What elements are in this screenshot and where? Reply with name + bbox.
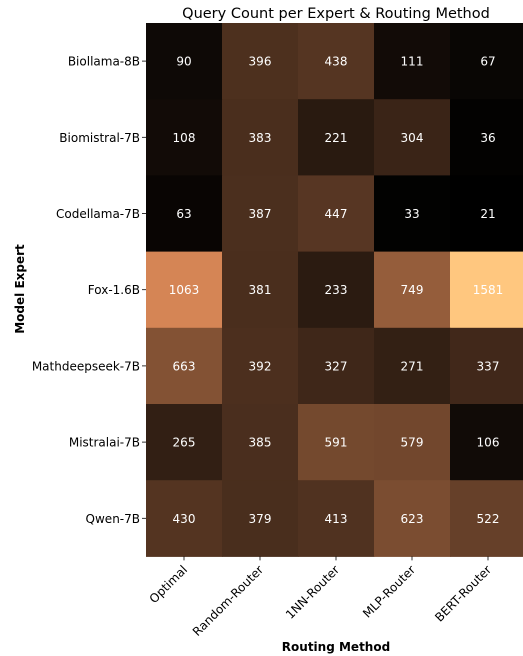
y-tick-label: Mistralai-7B <box>69 436 140 450</box>
cell-value-label: 623 <box>401 512 424 526</box>
cell-value-label: 1063 <box>169 283 200 297</box>
heatmap-cell <box>222 327 299 405</box>
cell-value-label: 327 <box>325 359 348 373</box>
heatmap-cell <box>298 251 375 329</box>
cell-value-label: 430 <box>173 512 196 526</box>
heatmap-cell <box>146 99 223 176</box>
y-axis-label: Model Expert <box>13 244 27 334</box>
cell-value-label: 67 <box>480 55 495 69</box>
cell-value-label: 522 <box>477 512 500 526</box>
cell-value-label: 387 <box>249 207 272 221</box>
y-axis-ticks: Biollama-8B Biomistral-7B Codellama-7B Fox-… <box>32 55 146 526</box>
cell-value-label: 106 <box>477 436 500 450</box>
cell-value-label: 63 <box>176 207 191 221</box>
cell-value-label: 108 <box>173 131 196 145</box>
cell-value-labels: 90 396 438 111 67 108 383 221 304 36 63 387 447 33 21 1… <box>169 55 504 526</box>
heatmap-cell <box>374 175 451 253</box>
cell-value-label: 385 <box>249 436 272 450</box>
y-tick-label: Biollama-8B <box>68 55 140 69</box>
heatmap-cell <box>450 175 523 253</box>
y-tick-label: Qwen-7B <box>86 512 140 526</box>
heatmap-cell <box>146 480 223 557</box>
cell-value-label: 447 <box>325 207 348 221</box>
x-axis-label: Routing Method <box>282 640 390 654</box>
heatmap-cells <box>146 23 523 557</box>
heatmap-cell <box>450 480 523 557</box>
x-axis-ticks: Optimal Random-Router 1NN-Router MLP-Router… <box>147 556 494 639</box>
heatmap-cell <box>298 99 375 176</box>
cell-value-label: 379 <box>249 512 272 526</box>
cell-value-label: 413 <box>325 512 348 526</box>
cell-value-label: 265 <box>173 436 196 450</box>
cell-value-label: 304 <box>401 131 424 145</box>
heatmap-cell <box>298 23 375 100</box>
heatmap-cell <box>146 23 223 100</box>
heatmap-cell <box>222 404 299 481</box>
x-tick-label: MLP-Router <box>360 563 418 621</box>
cell-value-label: 591 <box>325 436 348 450</box>
heatmap-cell <box>298 404 375 481</box>
heatmap-cell <box>374 404 451 481</box>
cell-value-label: 271 <box>401 359 424 373</box>
cell-value-label: 233 <box>325 283 348 297</box>
heatmap-cell <box>146 404 223 481</box>
cell-value-label: 221 <box>325 131 348 145</box>
heatmap-cell <box>450 327 523 405</box>
heatmap-cell <box>374 327 451 405</box>
heatmap-cell <box>222 23 299 100</box>
heatmap-cell <box>374 23 451 100</box>
heatmap-cell <box>374 251 451 329</box>
cell-value-label: 392 <box>249 359 272 373</box>
y-tick-label: Fox-1.6B <box>88 283 140 297</box>
heatmap-cell <box>146 175 223 253</box>
y-tick-label: Mathdeepseek-7B <box>32 359 140 373</box>
cell-value-label: 749 <box>401 283 424 297</box>
y-tick-label: Biomistral-7B <box>59 131 140 145</box>
cell-value-label: 36 <box>480 131 495 145</box>
cell-value-label: 579 <box>401 436 424 450</box>
heatmap-cell <box>222 99 299 176</box>
cell-value-label: 396 <box>249 55 272 69</box>
heatmap-cell <box>450 404 523 481</box>
heatmap-cell <box>222 480 299 557</box>
x-tick-label: Random-Router <box>190 563 266 639</box>
heatmap-cell <box>146 251 223 329</box>
heatmap-cell <box>374 480 451 557</box>
cell-value-label: 383 <box>249 131 272 145</box>
cell-value-label: 90 <box>176 55 191 69</box>
heatmap-cell <box>222 251 299 329</box>
cell-value-label: 438 <box>325 55 348 69</box>
heatmap-cell <box>298 175 375 253</box>
heatmap-cell <box>450 99 523 176</box>
x-tick-label: BERT-Router <box>432 563 494 625</box>
cell-value-label: 1581 <box>473 283 504 297</box>
heatmap-cell <box>298 480 375 557</box>
x-tick-label: 1NN-Router <box>283 563 342 622</box>
heatmap-cell <box>450 23 523 100</box>
heatmap-cell <box>222 175 299 253</box>
cell-value-label: 21 <box>480 207 495 221</box>
y-tick-label: Codellama-7B <box>56 207 140 221</box>
cell-value-label: 663 <box>173 359 196 373</box>
cell-value-label: 111 <box>401 55 424 69</box>
heatmap-cell <box>374 99 451 176</box>
cell-value-label: 381 <box>249 283 272 297</box>
heatmap-cell <box>450 251 523 329</box>
cell-value-label: 33 <box>404 207 419 221</box>
cell-value-label: 337 <box>477 359 500 373</box>
chart-title: Query Count per Expert & Routing Method <box>182 6 490 22</box>
heatmap-cell <box>298 327 375 405</box>
heatmap-cell <box>146 327 223 405</box>
x-tick-label: Optimal <box>147 563 190 606</box>
